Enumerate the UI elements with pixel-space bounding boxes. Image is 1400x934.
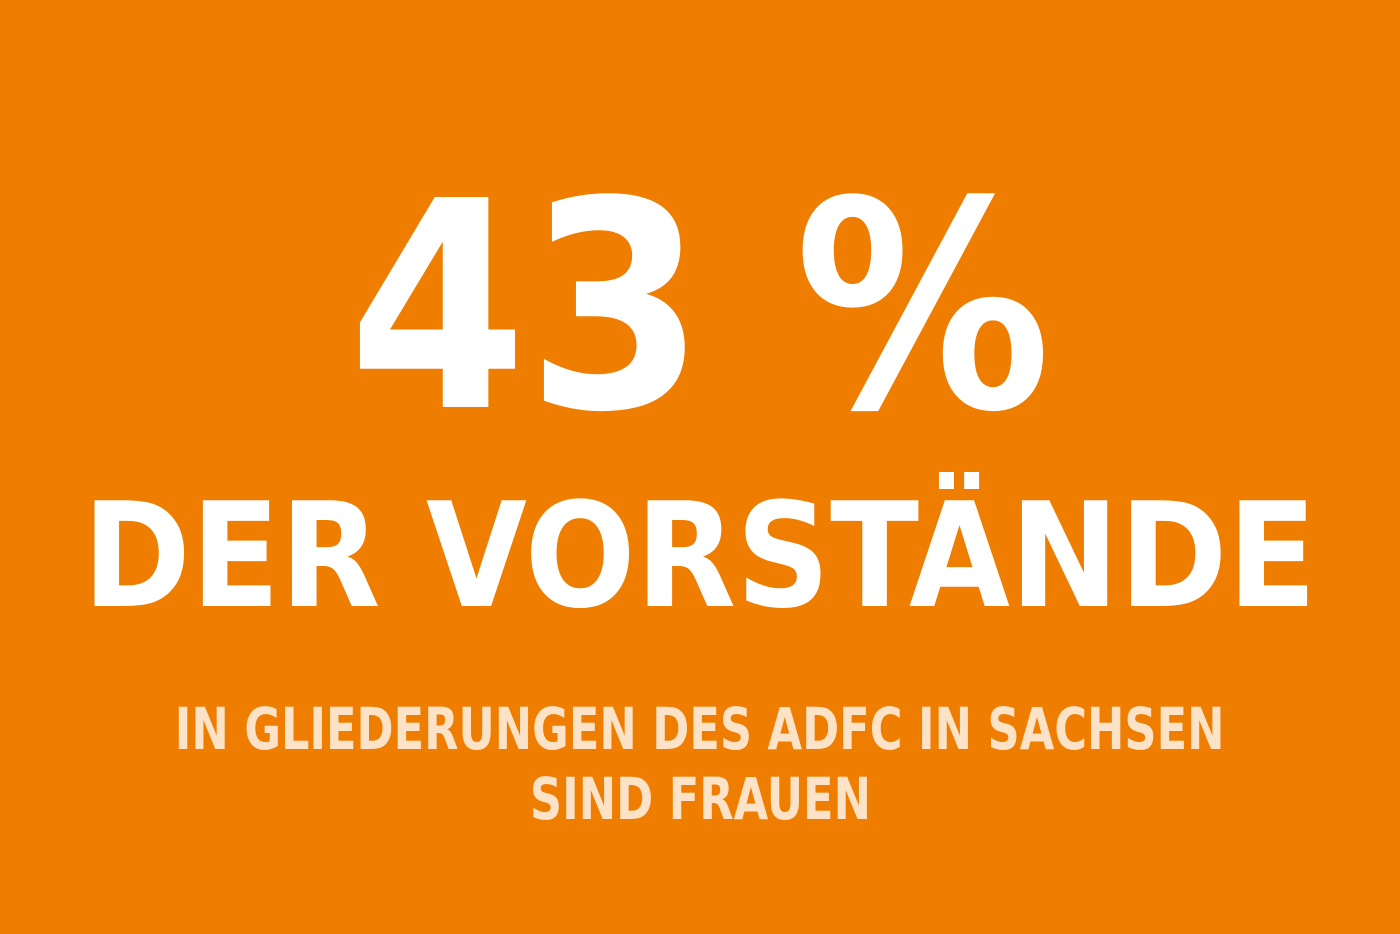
subtitle-line-2: SIND FRAUEN [0,770,1400,828]
percentage-figure: 43 % [0,164,1400,452]
percentage-text: 43 % [348,140,1052,475]
subtitle-line-1: IN GLIEDERUNGEN DES ADFC IN SACHSEN [0,700,1400,758]
headline: DER VORSTÄNDE [0,484,1400,629]
subtitle-text-1: IN GLIEDERUNGEN DES ADFC IN SACHSEN [175,695,1225,763]
headline-text: DER VORSTÄNDE [82,472,1318,641]
subtitle-text-2: SIND FRAUEN [529,765,871,833]
